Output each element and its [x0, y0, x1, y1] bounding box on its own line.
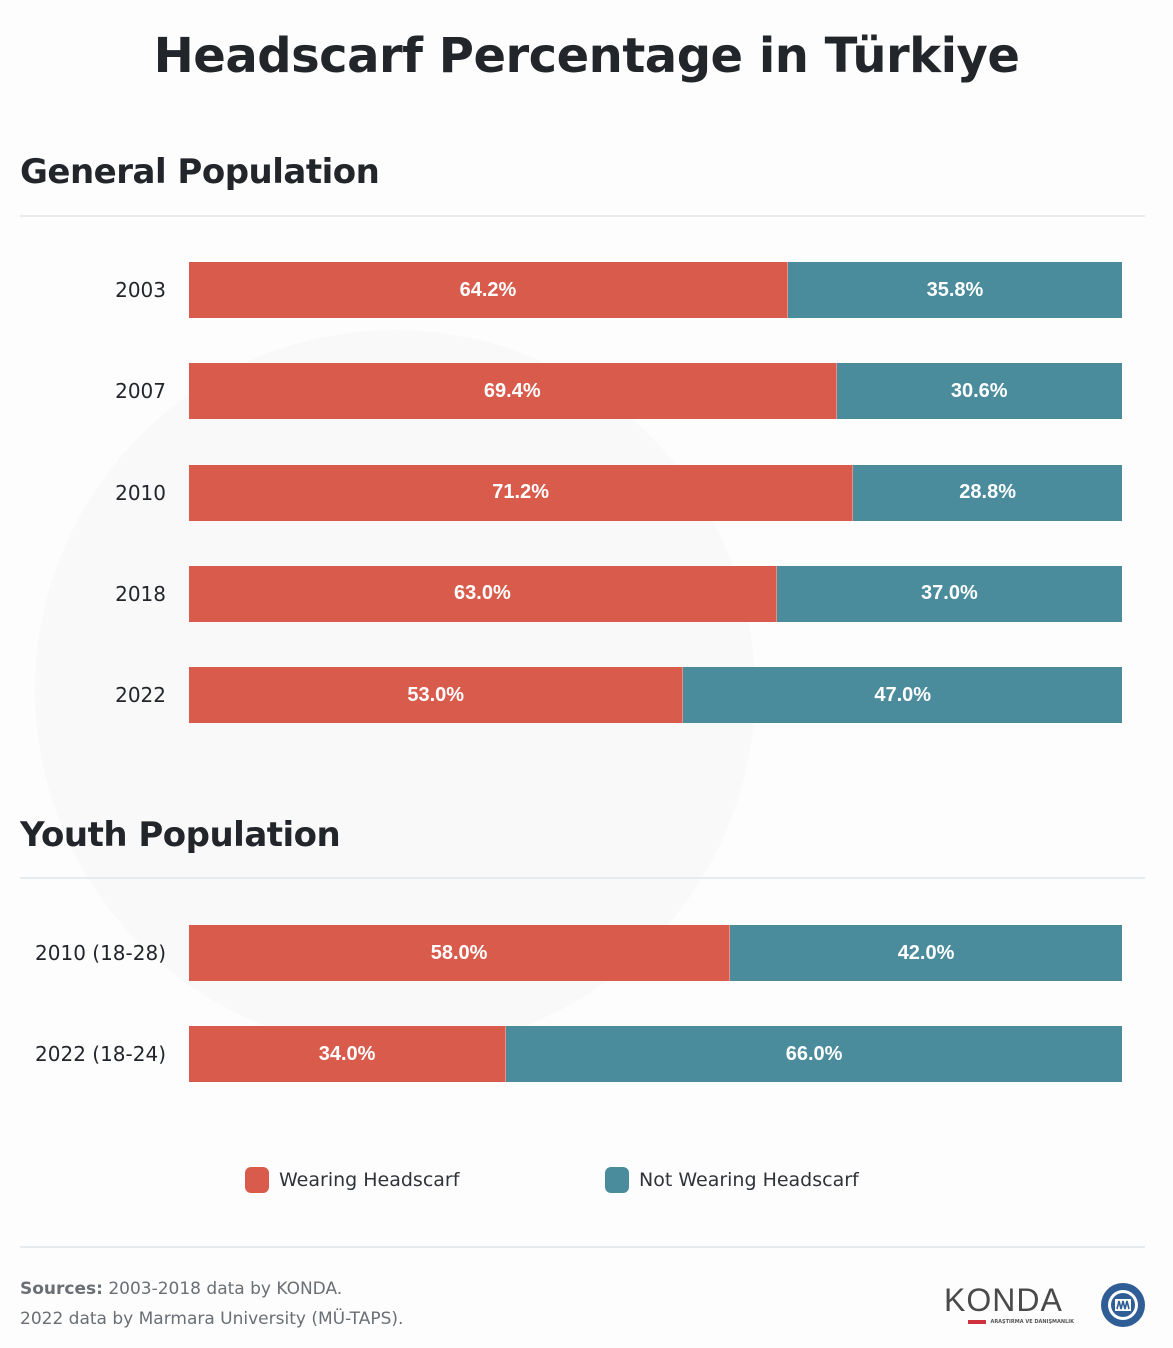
- stacked-bar: 34.0% 66.0%: [189, 1026, 1122, 1082]
- data-label: 37.0%: [921, 582, 978, 605]
- data-label: 58.0%: [430, 941, 488, 964]
- data-label: 66.0%: [785, 1042, 843, 1065]
- legend-item-wearing: Wearing Headscarf: [245, 1166, 459, 1194]
- stacked-bar: 64.2% 35.8%: [189, 262, 1122, 318]
- legend-label-wearing: Wearing Headscarf: [279, 1169, 460, 1191]
- stacked-bar: 53.0% 47.0%: [189, 667, 1122, 723]
- sources-text-1: 2003-2018 data by KONDA.: [102, 1279, 343, 1299]
- data-label: 53.0%: [407, 683, 465, 706]
- stacked-bar: 69.4% 30.6%: [189, 363, 1122, 420]
- bar-segment-not-wearing: 47.0%: [683, 667, 1122, 723]
- data-label: 35.8%: [926, 278, 984, 301]
- legend-label-not-wearing: Not Wearing Headscarf: [639, 1169, 859, 1191]
- sources-label: Sources:: [20, 1279, 103, 1299]
- stacked-bar: 58.0% 42.0%: [189, 925, 1122, 981]
- legend: Wearing Headscarf Not Wearing Headscarf: [0, 1166, 1173, 1196]
- konda-logo: KONDA ARAŞTIRMA VE DANIŞMANLIK: [944, 1283, 1074, 1329]
- data-label: 63.0%: [454, 582, 511, 605]
- bar-row: 2007 69.4% 30.6%: [0, 363, 1173, 420]
- bar-segment-wearing: 64.2%: [189, 262, 788, 318]
- section-title-youth: Youth Population: [20, 815, 341, 855]
- category-label: 2003: [115, 278, 166, 302]
- konda-tagline-text: ARAŞTIRMA VE DANIŞMANLIK: [990, 1319, 1074, 1325]
- category-label: 2010: [115, 480, 166, 505]
- category-label: 2018: [115, 581, 166, 606]
- chart-title: Headscarf Percentage in Türkiye: [153, 28, 1020, 84]
- bar-segment-not-wearing: 42.0%: [730, 925, 1122, 981]
- bar-segment-not-wearing: 28.8%: [853, 464, 1122, 521]
- marmara-university-seal-icon: [1101, 1283, 1145, 1327]
- legend-item-not-wearing: Not Wearing Headscarf: [605, 1166, 859, 1194]
- konda-logo-tagline: ARAŞTIRMA VE DANIŞMANLIK: [968, 1319, 1074, 1325]
- section-divider-youth: [20, 877, 1145, 879]
- category-label: 2022: [115, 683, 166, 707]
- footer-divider: [20, 1246, 1145, 1248]
- bar-segment-wearing: 53.0%: [189, 667, 684, 723]
- bar-row: 2010 (18-28) 58.0% 42.0%: [0, 925, 1173, 981]
- bar-segment-not-wearing: 30.6%: [836, 363, 1122, 420]
- bar-segment-not-wearing: 37.0%: [776, 565, 1122, 622]
- stacked-bar: 71.2% 28.8%: [189, 464, 1122, 521]
- category-label: 2022 (18-24): [35, 1042, 166, 1066]
- bar-row: 2010 71.2% 28.8%: [0, 464, 1173, 521]
- legend-swatch-wearing: [245, 1167, 269, 1193]
- bar-row: 2003 64.2% 35.8%: [0, 262, 1173, 318]
- data-label: 30.6%: [950, 379, 1008, 402]
- sources-note: Sources: 2003-2018 data by KONDA. 2022 d…: [20, 1274, 403, 1334]
- legend-swatch-not-wearing: [605, 1167, 629, 1193]
- sources-line-2: 2022 data by Marmara University (MÜ-TAPS…: [20, 1309, 404, 1329]
- bar-segment-not-wearing: 66.0%: [506, 1026, 1122, 1082]
- bar-segment-not-wearing: 35.8%: [787, 262, 1122, 318]
- data-label: 69.4%: [483, 379, 541, 402]
- bar-segment-wearing: 34.0%: [189, 1026, 507, 1082]
- data-label: 42.0%: [897, 941, 955, 964]
- bar-segment-wearing: 69.4%: [189, 363, 837, 420]
- bar-row: 2018 63.0% 37.0%: [0, 565, 1173, 622]
- bar-segment-wearing: 63.0%: [189, 565, 777, 622]
- category-label: 2007: [115, 379, 166, 404]
- bar-segment-wearing: 58.0%: [189, 925, 731, 981]
- stacked-bar: 63.0% 37.0%: [189, 565, 1122, 622]
- data-label: 71.2%: [492, 481, 549, 503]
- bar-row: 2022 53.0% 47.0%: [0, 667, 1173, 723]
- konda-red-bar: [968, 1320, 987, 1324]
- section-title-general: General Population: [20, 152, 380, 192]
- sources-line-1: Sources: 2003-2018 data by KONDA.: [20, 1274, 403, 1304]
- data-label: 47.0%: [874, 683, 932, 706]
- konda-logo-text: KONDA: [944, 1282, 1063, 1318]
- data-label: 34.0%: [318, 1042, 376, 1065]
- bar-segment-wearing: 71.2%: [189, 464, 854, 521]
- data-label: 64.2%: [459, 278, 517, 301]
- category-label: 2010 (18-28): [35, 941, 166, 965]
- data-label: 28.8%: [959, 481, 1016, 503]
- section-divider-general: [20, 215, 1145, 217]
- bar-row: 2022 (18-24) 34.0% 66.0%: [0, 1026, 1173, 1082]
